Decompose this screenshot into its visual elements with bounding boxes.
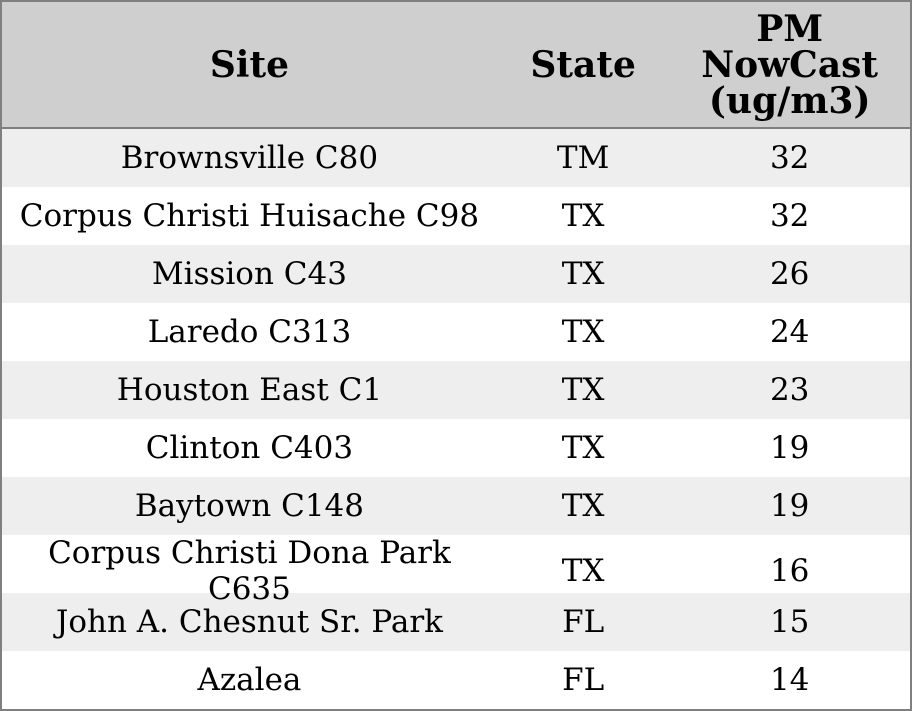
pm-cell: 23 <box>769 372 810 408</box>
state-cell: TM <box>556 140 610 176</box>
site-cell: Mission C43 <box>151 256 347 292</box>
table-row: Brownsville C80 TM 32 <box>2 129 910 187</box>
state-cell: TX <box>561 430 605 466</box>
pm-nowcast-header-label: PM NowCast (ug/m3) <box>701 7 879 122</box>
table-row: Corpus Christi Huisache C98 TX 32 <box>2 187 910 245</box>
pm-cell: 32 <box>769 198 810 234</box>
pm-cell: 32 <box>769 140 810 176</box>
pm-cell: 19 <box>769 430 810 466</box>
site-cell: Laredo C313 <box>147 314 352 350</box>
state-cell: TX <box>561 372 605 408</box>
column-header-pm-nowcast: PM NowCast (ug/m3) <box>669 2 910 127</box>
table-row: Baytown C148 TX 19 <box>2 477 910 535</box>
pm-cell: 26 <box>769 256 810 292</box>
table-row: Azalea FL 14 <box>2 651 910 709</box>
site-cell: John A. Chesnut Sr. Park <box>55 604 443 640</box>
table-row: Mission C43 TX 26 <box>2 245 910 303</box>
site-cell: Azalea <box>197 662 302 698</box>
pm-cell: 19 <box>769 488 810 524</box>
pm-cell: 16 <box>769 553 810 589</box>
pm-cell: 15 <box>769 604 810 640</box>
table-header: Site State PM NowCast (ug/m3) <box>2 2 910 129</box>
state-cell: FL <box>562 604 605 640</box>
table-body: Brownsville C80 TM 32 Corpus Christi Hui… <box>2 129 910 709</box>
table-row: Clinton C403 TX 19 <box>2 419 910 477</box>
pm-cell: 24 <box>769 314 810 350</box>
state-cell: FL <box>562 662 605 698</box>
pm-cell: 14 <box>769 662 810 698</box>
site-cell: Houston East C1 <box>116 372 383 408</box>
column-header-site: Site <box>209 43 290 86</box>
site-cell: Clinton C403 <box>145 430 354 466</box>
site-cell: Brownsville C80 <box>120 140 379 176</box>
table-row: Houston East C1 TX 23 <box>2 361 910 419</box>
state-cell: TX <box>561 256 605 292</box>
site-cell: Baytown C148 <box>134 488 364 524</box>
state-cell: TX <box>561 198 605 234</box>
column-header-state: State <box>530 43 636 86</box>
table-row: Laredo C313 TX 24 <box>2 303 910 361</box>
table-row: John A. Chesnut Sr. Park FL 15 <box>2 593 910 651</box>
state-cell: TX <box>561 553 605 589</box>
state-cell: TX <box>561 314 605 350</box>
state-cell: TX <box>561 488 605 524</box>
site-cell: Corpus Christi Dona Park C635 <box>48 535 451 607</box>
site-cell: Corpus Christi Huisache C98 <box>19 198 480 234</box>
table-row: Corpus Christi Dona Park C635 TX 16 <box>2 535 910 607</box>
